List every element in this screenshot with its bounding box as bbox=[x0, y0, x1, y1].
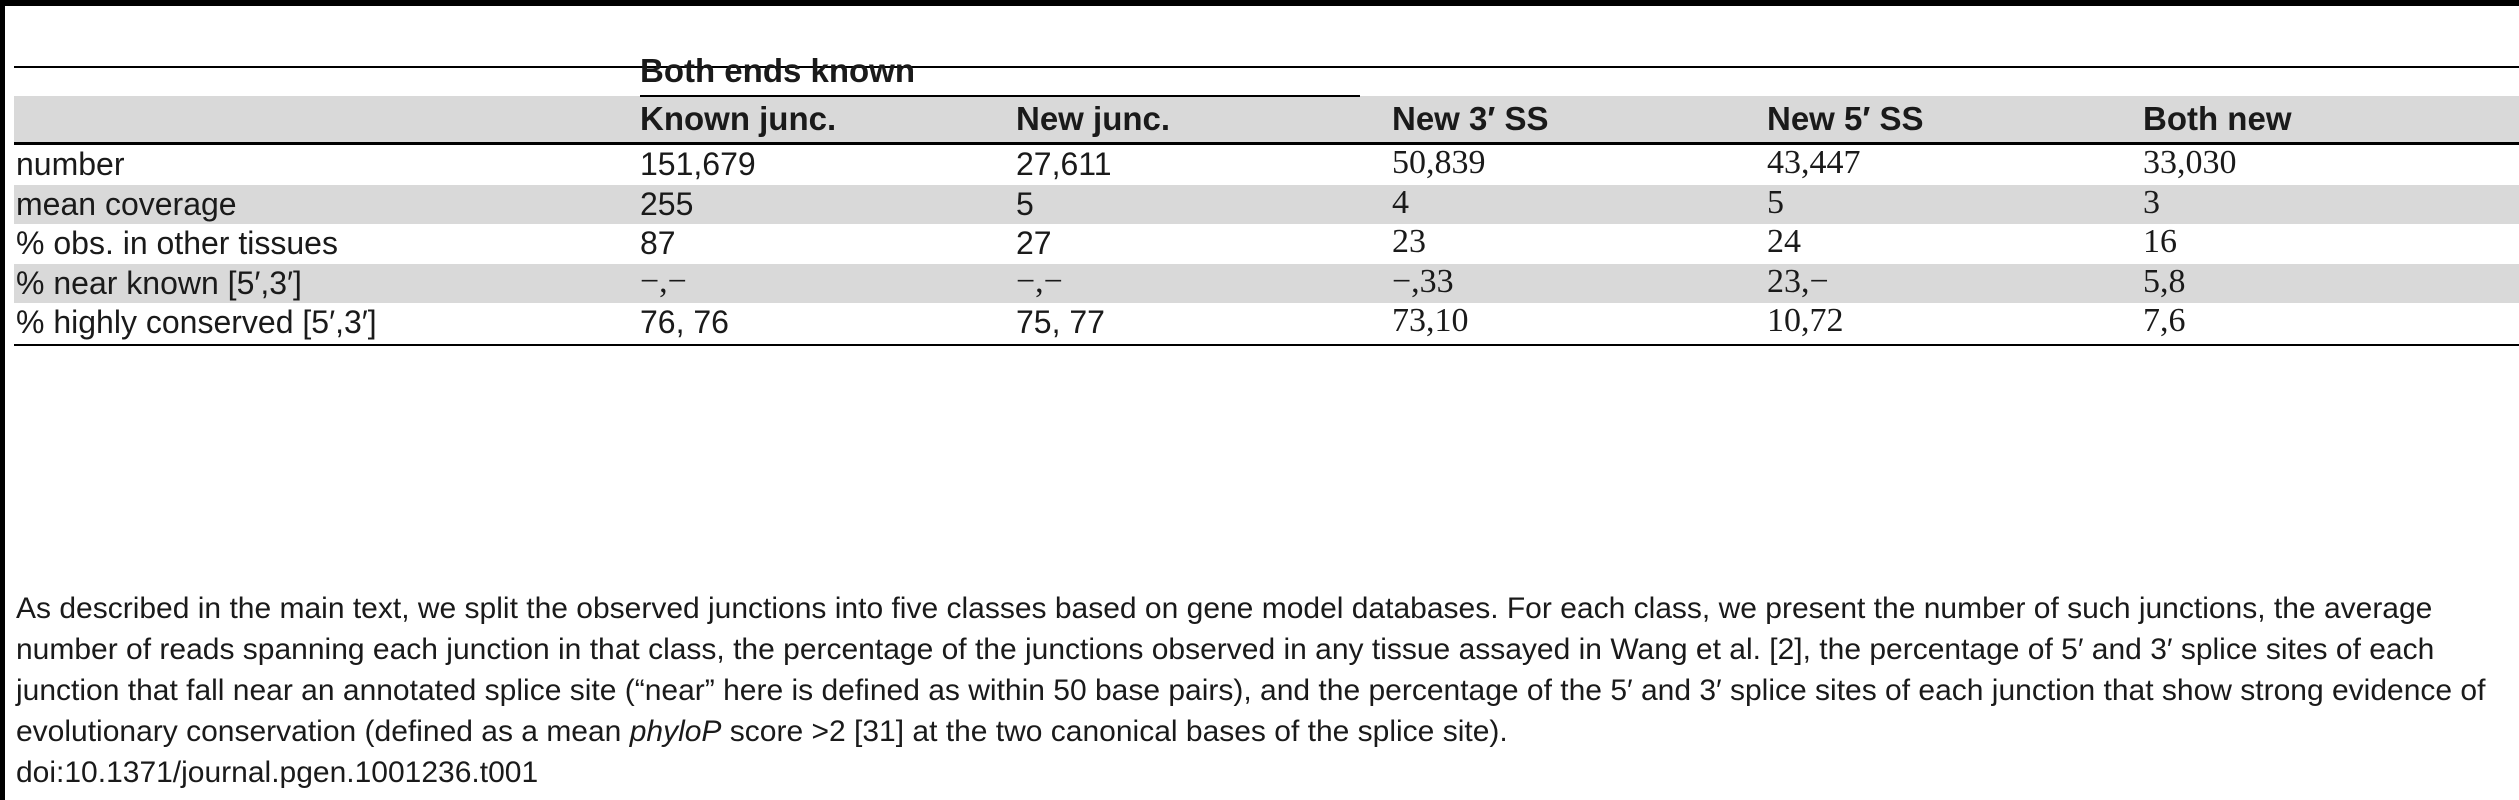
row-bg-near-known bbox=[14, 264, 2519, 303]
table-cell: 151,679 bbox=[640, 146, 756, 182]
table-cell: −,− bbox=[1016, 263, 1063, 300]
group-header-underline bbox=[640, 95, 1360, 97]
footnote-text-part: As described in the main text, we split … bbox=[16, 592, 2486, 748]
table-cell: 23,− bbox=[1767, 263, 1829, 300]
table-cell: 3 bbox=[2143, 184, 2160, 221]
column-header-new-3-ss: New 3′ SS bbox=[1392, 100, 1549, 137]
table-cell: 16 bbox=[2143, 223, 2177, 260]
group-header-both-ends-known: Both ends known bbox=[640, 52, 915, 89]
row-label-obs-other-tissues: % obs. in other tissues bbox=[16, 225, 338, 261]
table-cell: 24 bbox=[1767, 223, 1801, 260]
column-header-new-junc: New junc. bbox=[1016, 100, 1171, 137]
doi-line: doi:10.1371/journal.pgen.1001236.t001 bbox=[16, 756, 539, 789]
footnote-text: As described in the main text, we split … bbox=[16, 588, 2511, 752]
table-cell: 73,10 bbox=[1392, 302, 1469, 339]
table-footnote: As described in the main text, we split … bbox=[16, 588, 2511, 793]
left-border bbox=[0, 0, 5, 800]
table-cell: 50,839 bbox=[1392, 144, 1486, 181]
row-label-mean-coverage: mean coverage bbox=[16, 186, 237, 222]
footnote-italic-term: phyloP bbox=[629, 715, 722, 748]
column-header-both-new: Both new bbox=[2143, 100, 2292, 137]
table-cell: 4 bbox=[1392, 184, 1409, 221]
table-cell: −,− bbox=[640, 263, 687, 300]
table-cell: 23 bbox=[1392, 223, 1426, 260]
row-label-number: number bbox=[16, 146, 125, 182]
row-bg-mean-coverage bbox=[14, 185, 2519, 224]
row-label-highly-conserved: % highly conserved [5′,3′] bbox=[16, 304, 377, 340]
column-header-known-junc: Known junc. bbox=[640, 100, 837, 137]
column-header-new-5-ss: New 5′ SS bbox=[1767, 100, 1924, 137]
table-cell: 43,447 bbox=[1767, 144, 1861, 181]
table-cell: 75, 77 bbox=[1016, 304, 1105, 340]
table-cell: 5,8 bbox=[2143, 263, 2186, 300]
table-cell: 27,611 bbox=[1016, 146, 1112, 182]
table-cell: 5 bbox=[1767, 184, 1784, 221]
table-cell: 76, 76 bbox=[640, 304, 729, 340]
table-bottom-rule bbox=[14, 344, 2519, 346]
table-cell: −,33 bbox=[1392, 263, 1454, 300]
row-label-near-known: % near known [5′,3′] bbox=[16, 265, 302, 301]
table-cell: 5 bbox=[1016, 186, 1034, 222]
table-cell: 255 bbox=[640, 186, 694, 222]
column-header-bottom-rule bbox=[14, 142, 2519, 145]
table-cell: 10,72 bbox=[1767, 302, 1844, 339]
header-top-rule bbox=[14, 66, 2519, 68]
footnote-text-part: score >2 [31] at the two canonical bases… bbox=[721, 715, 1508, 748]
column-header-row-bg bbox=[14, 96, 2519, 142]
table-cell: 87 bbox=[640, 225, 676, 261]
table-cell: 7,6 bbox=[2143, 302, 2186, 339]
top-border bbox=[0, 0, 2519, 6]
table-cell: 33,030 bbox=[2143, 144, 2237, 181]
table-cell: 27 bbox=[1016, 225, 1052, 261]
